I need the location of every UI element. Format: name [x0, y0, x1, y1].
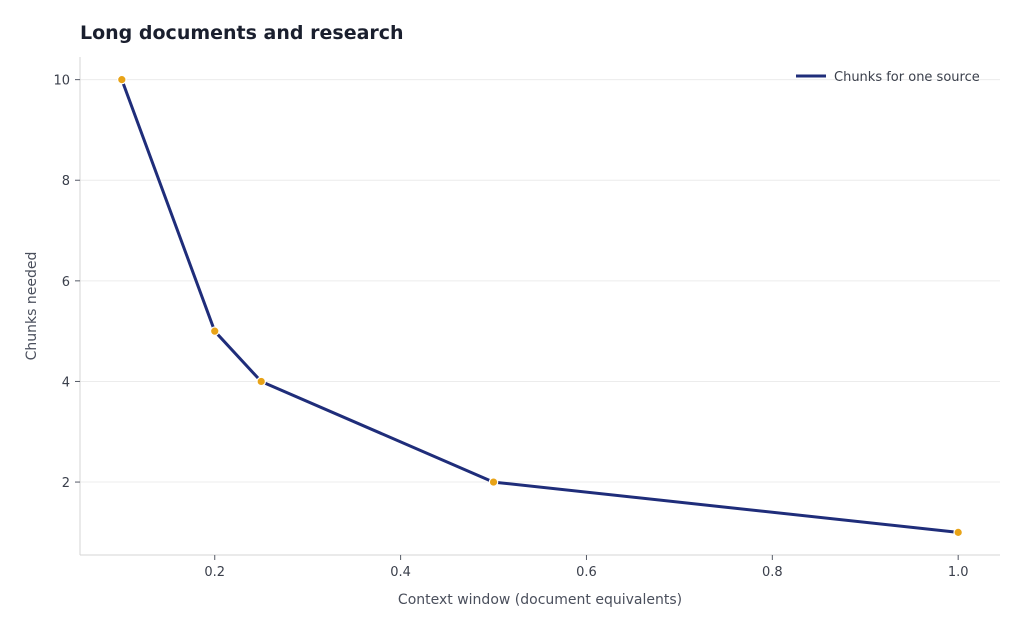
x-tick-label: 1.0 — [948, 565, 969, 580]
legend-label: Chunks for one source — [834, 70, 980, 85]
y-tick-label: 6 — [62, 275, 70, 290]
gridlines — [80, 79, 1000, 483]
series-line — [120, 78, 960, 534]
x-axis-label: Context window (document equivalents) — [398, 592, 682, 608]
series-group — [117, 74, 963, 538]
x-tick-label: 0.2 — [204, 565, 225, 580]
x-tick-label: 0.6 — [576, 565, 597, 580]
data-point — [209, 326, 220, 336]
legend: Chunks for one source — [796, 70, 980, 85]
data-point — [256, 376, 267, 387]
chart-title: Long documents and research — [80, 22, 404, 44]
y-axis-label: Chunks needed — [24, 252, 40, 361]
x-ticks: 0.2 0.4 0.6 0.8 1.0 — [204, 555, 969, 580]
x-tick-label: 0.8 — [762, 565, 783, 580]
y-tick-label: 4 — [62, 375, 70, 390]
y-tick-label: 8 — [62, 174, 70, 189]
y-tick-label: 10 — [53, 74, 70, 89]
y-ticks: 2 4 6 8 10 — [53, 74, 80, 491]
data-point — [953, 527, 963, 538]
data-point — [488, 477, 499, 487]
y-tick-label: 2 — [62, 476, 70, 491]
x-tick-label: 0.4 — [390, 565, 411, 580]
data-point — [117, 74, 127, 85]
